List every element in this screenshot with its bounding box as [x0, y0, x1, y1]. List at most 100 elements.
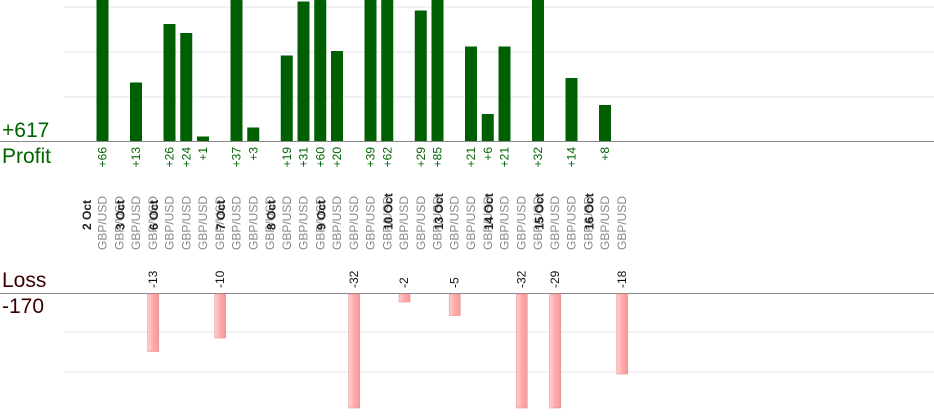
date-label: 3 Oct	[114, 200, 128, 230]
pair-label: GBP/USD	[397, 196, 411, 250]
loss-value-label: -29	[548, 270, 562, 288]
loss-value-label: -2	[397, 277, 411, 288]
pair-label: GBP/USD	[615, 196, 629, 250]
loss-value-label: -13	[146, 270, 160, 288]
pair-label: GBP/USD	[565, 196, 579, 250]
profit-value-label: +14	[565, 147, 579, 168]
date-label: 13 Oct	[432, 193, 446, 230]
loss-value-label: -32	[347, 270, 361, 288]
pair-label: GBP/USD	[112, 196, 126, 250]
profit-value-label: +60	[313, 147, 327, 168]
profit-bar	[431, 0, 444, 141]
pair-label: GBP/USD	[129, 196, 143, 250]
profit-bar	[130, 82, 142, 141]
date-label: 14 Oct	[482, 193, 496, 230]
profit-value-label: +21	[464, 147, 478, 168]
loss-bar	[348, 293, 361, 409]
date-label: 6 Oct	[147, 200, 161, 230]
profit-bar	[532, 0, 544, 141]
pair-label: GBP/USD	[531, 196, 545, 250]
pair-label: GBP/USD	[431, 196, 445, 250]
pair-label: GBP/USD	[96, 196, 110, 250]
profit-bar	[230, 0, 243, 141]
pair-label: GBP/USD	[263, 196, 277, 250]
date-label: 9 Oct	[315, 200, 329, 230]
pair-label: GBP/USD	[347, 196, 361, 250]
profit-value-label: +26	[163, 147, 177, 168]
category-labels: GBP/USD GBP/USD GBP/USD GBP/USD GBP/USD GBP/U…	[80, 193, 629, 250]
pair-label: GBP/USD	[598, 196, 612, 250]
profit-value-label: +39	[364, 147, 378, 168]
profit-bar	[599, 105, 611, 141]
pair-label: GBP/USD	[481, 196, 495, 250]
pair-label: GBP/USD	[246, 196, 260, 250]
profit-value-label: +21	[498, 147, 512, 168]
profit-bar	[297, 1, 310, 141]
pair-label: GBP/USD	[514, 196, 528, 250]
profit-value-label: +13	[129, 147, 143, 168]
profit-value-label: +3	[246, 147, 260, 161]
loss-bar	[549, 293, 562, 409]
pair-label: GBP/USD	[414, 196, 428, 250]
profit-value-label: +31	[297, 147, 311, 168]
loss-bar	[616, 293, 629, 375]
loss-value-label: -10	[213, 270, 227, 288]
loss-bar	[147, 293, 160, 352]
pair-label: GBP/USD	[313, 196, 327, 250]
profit-bar	[314, 0, 327, 141]
profit-total: +617	[2, 119, 49, 142]
loss-bar	[515, 293, 528, 409]
profit-value-label: +6	[481, 147, 495, 161]
profit-label: Profit	[2, 145, 51, 168]
profit-bar	[481, 114, 494, 141]
loss-value-label: -32	[514, 270, 528, 288]
pair-label: GBP/USD	[179, 196, 193, 250]
profit-value-label: +8	[598, 147, 612, 161]
date-label: 10 Oct	[382, 193, 396, 230]
loss-bar	[398, 293, 411, 303]
value-labels: +66 +13 -13 +26 +24 +1 -10 +37 +3 +19 +31 +60 +20 -32…	[96, 147, 629, 288]
date-label: 2 Oct	[80, 200, 94, 230]
loss-label: Loss	[2, 269, 46, 292]
profit-value-label: +37	[230, 147, 244, 168]
pair-label: GBP/USD	[380, 196, 394, 250]
bars	[96, 0, 629, 409]
profit-bar	[247, 127, 260, 141]
profit-value-label: +1	[196, 147, 210, 161]
pair-label: GBP/USD	[364, 196, 378, 250]
profit-bar	[331, 51, 343, 141]
pair-label: GBP/USD	[548, 196, 562, 250]
pair-label: GBP/USD	[297, 196, 311, 250]
date-label: 7 Oct	[214, 200, 228, 230]
pair-label: GBP/USD	[330, 196, 344, 250]
profit-bar	[163, 24, 176, 141]
profit-value-label: +62	[380, 147, 394, 168]
pair-label: GBP/USD	[581, 196, 595, 250]
profit-value-label: +32	[531, 147, 545, 168]
profit-bar	[465, 46, 477, 141]
profit-bar	[96, 0, 109, 141]
profit-bar	[280, 55, 293, 141]
pair-label: GBP/USD	[464, 196, 478, 250]
profit-bar	[197, 136, 209, 141]
profit-value-label: +24	[179, 147, 193, 168]
pair-label: GBP/USD	[230, 196, 244, 250]
loss-total: -170	[2, 295, 44, 318]
profit-bar	[381, 0, 394, 141]
pair-label: GBP/USD	[163, 196, 177, 250]
profit-bar	[565, 78, 578, 141]
profit-bar	[498, 46, 511, 141]
profit-bar	[414, 10, 427, 141]
profit-value-label: +19	[280, 147, 294, 168]
date-label: 16 Oct	[583, 193, 597, 230]
profit-value-label: +20	[330, 147, 344, 168]
profit-value-label: +29	[414, 147, 428, 168]
loss-bar	[448, 293, 461, 316]
pair-label: GBP/USD	[498, 196, 512, 250]
loss-bar	[214, 293, 227, 339]
pair-label: GBP/USD	[146, 196, 160, 250]
profit-bar	[180, 33, 193, 141]
profit-bar	[364, 0, 377, 141]
profit-value-label: +85	[431, 147, 445, 168]
date-label: 15 Oct	[532, 193, 546, 230]
